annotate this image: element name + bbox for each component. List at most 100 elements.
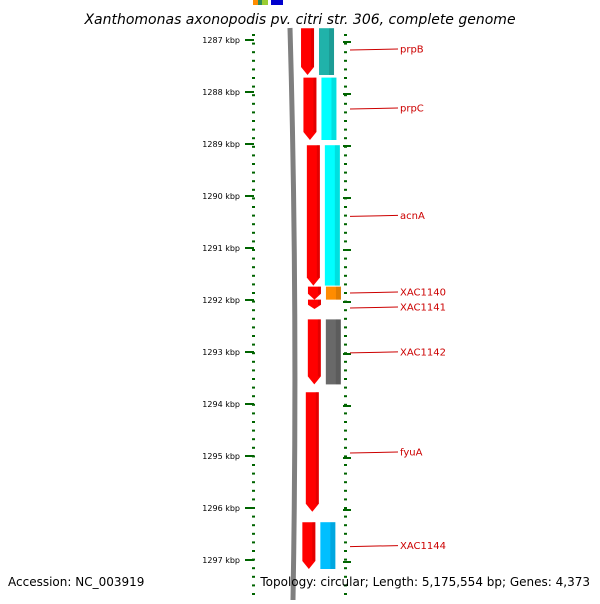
top-strip-block: [262, 0, 268, 5]
axis-tick-left: [245, 403, 254, 405]
gene-label: prpC: [400, 104, 424, 115]
minor-tick-left: [252, 429, 255, 432]
gene-arrow: [306, 145, 320, 286]
gene-label-leader: [349, 107, 399, 110]
axis-tick-label: 1296 kbp: [202, 504, 240, 513]
minor-tick-left: [252, 77, 255, 79]
cog-block-shade: [334, 145, 340, 286]
gene-label: XAC1144: [400, 541, 446, 552]
minor-tick-left: [252, 137, 255, 140]
minor-tick-right: [344, 34, 347, 36]
minor-tick-left: [252, 51, 255, 54]
minor-tick-left: [252, 524, 255, 527]
axis-tick-right: [343, 93, 351, 95]
minor-tick-right: [344, 120, 347, 122]
gene-arrow-shade: [317, 286, 321, 294]
minor-tick-right: [344, 171, 347, 174]
minor-tick-left: [252, 68, 255, 71]
minor-tick-right: [344, 111, 347, 114]
accession-text: Accession: NC_003919: [8, 575, 144, 589]
minor-tick-left: [252, 257, 255, 260]
axis-tick-right: [343, 249, 351, 251]
cog-block: [325, 286, 341, 300]
gene-arrow: [301, 28, 315, 75]
genome-summary-text: Topology: circular; Length: 5,175,554 bp…: [259, 575, 590, 589]
axis-tick-label: 1294 kbp: [202, 400, 240, 409]
axis-tick-right: [343, 561, 351, 563]
minor-tick-right: [344, 223, 347, 226]
minor-tick-right: [344, 378, 347, 380]
gene-arrow-shade: [316, 145, 320, 278]
top-strip-block: [253, 0, 258, 5]
minor-tick-right: [344, 257, 347, 260]
cog-block: [320, 522, 336, 569]
minor-tick-right: [344, 575, 347, 578]
gene-label: fyuA: [400, 448, 423, 459]
gene-label-leader: [349, 451, 399, 454]
minor-tick-left: [252, 352, 255, 355]
minor-tick-left: [252, 593, 255, 595]
minor-tick-right: [344, 481, 347, 484]
minor-tick-right: [344, 59, 347, 62]
axis-tick-label: 1293 kbp: [202, 348, 240, 357]
minor-tick-left: [252, 145, 255, 148]
minor-tick-right: [344, 541, 347, 544]
minor-tick-left: [252, 412, 255, 415]
genome-backbone: [287, 27, 298, 601]
cog-block: [325, 319, 341, 385]
cog-block: [321, 77, 337, 140]
gene-label-leader: [349, 291, 399, 294]
minor-tick-right: [344, 283, 347, 286]
gene-arrow-shade: [312, 522, 316, 561]
minor-tick-left: [252, 240, 255, 243]
minor-tick-left: [252, 343, 255, 346]
gene-label: XAC1142: [400, 347, 446, 358]
minor-tick-left: [252, 120, 255, 122]
axis-tick-label: 1289 kbp: [202, 140, 240, 149]
axis-tick-right: [343, 457, 351, 459]
minor-tick-left: [252, 111, 255, 114]
minor-tick-left: [252, 550, 255, 552]
minor-tick-right: [344, 524, 347, 527]
background-tick-rows: [252, 34, 347, 595]
minor-tick-right: [344, 231, 347, 234]
minor-tick-right: [344, 446, 347, 449]
minor-tick-right: [344, 498, 347, 501]
axis-tick-right: [343, 353, 351, 355]
minor-tick-right: [344, 464, 347, 466]
minor-tick-left: [252, 421, 255, 423]
minor-tick-left: [252, 309, 255, 312]
minor-tick-right: [344, 335, 347, 337]
minor-tick-left: [252, 317, 255, 320]
minor-tick-right: [344, 102, 347, 105]
minor-tick-left: [252, 94, 255, 97]
minor-tick-right: [344, 188, 347, 191]
minor-tick-right: [344, 395, 347, 398]
map-title: Xanthomonas axonopodis pv. citri str. 30…: [83, 12, 515, 28]
top-strip-block: [258, 0, 262, 5]
minor-tick-right: [344, 163, 347, 165]
minor-tick-left: [252, 274, 255, 277]
minor-tick-left: [252, 188, 255, 191]
axis-tick-left: [245, 195, 254, 197]
axis-tick-left: [245, 143, 254, 145]
minor-tick-left: [252, 214, 255, 217]
minor-tick-left: [252, 154, 255, 157]
axis-tick-label: 1297 kbp: [202, 556, 240, 565]
cog-block-shade: [330, 522, 336, 569]
minor-tick-left: [252, 206, 255, 208]
minor-tick-left: [252, 85, 255, 88]
minor-tick-right: [344, 85, 347, 88]
axis-tick-label: 1287 kbp: [202, 36, 240, 45]
minor-tick-right: [344, 214, 347, 217]
axis-tick-label: 1290 kbp: [202, 192, 240, 201]
gene-arrow: [302, 522, 316, 569]
minor-tick-right: [344, 438, 347, 441]
minor-tick-right: [344, 584, 347, 587]
gene-label-leader: [349, 48, 399, 51]
minor-tick-left: [252, 335, 255, 337]
top-strip-block: [271, 0, 283, 5]
axis-tick-left: [245, 507, 254, 509]
gene-labels: prpB prpC acnA XAC1140 XAC1141 XAC1142 fyuA XAC…: [349, 45, 446, 552]
